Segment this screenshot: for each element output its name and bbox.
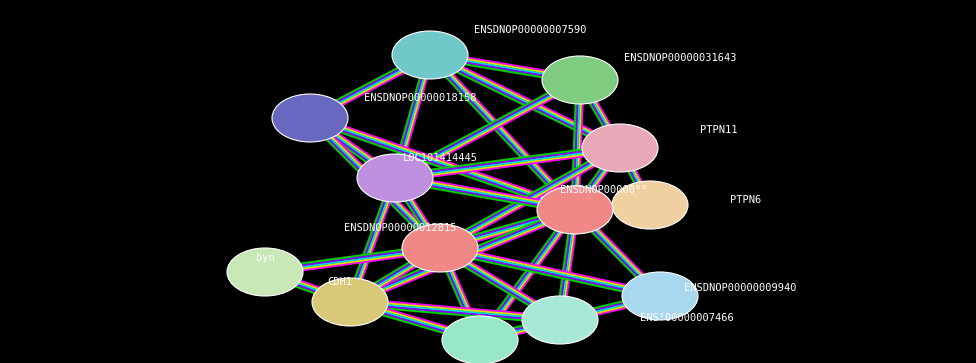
Text: ENSDNOP00000°°: ENSDNOP00000°° [560, 185, 647, 195]
Ellipse shape [357, 154, 433, 202]
Text: ENSDNOP00000031643: ENSDNOP00000031643 [624, 53, 736, 63]
Text: CDH1: CDH1 [328, 277, 352, 287]
Text: LOC101414445: LOC101414445 [402, 153, 477, 163]
Ellipse shape [227, 248, 303, 296]
Ellipse shape [312, 278, 388, 326]
Ellipse shape [392, 31, 468, 79]
Text: PTPN6: PTPN6 [730, 195, 761, 205]
Text: ENSDNOP00000009940: ENSDNOP00000009940 [684, 283, 796, 293]
Ellipse shape [537, 186, 613, 234]
Text: ENSDNOP00000018158: ENSDNOP00000018158 [364, 93, 476, 103]
Text: ENSDNOP00000007590: ENSDNOP00000007590 [473, 25, 587, 35]
Text: ENS°00000007466: ENS°00000007466 [640, 313, 734, 323]
Ellipse shape [542, 56, 618, 104]
Ellipse shape [622, 272, 698, 320]
Ellipse shape [612, 181, 688, 229]
Text: ENSDNOP00000012815: ENSDNOP00000012815 [344, 223, 456, 233]
Text: byn: byn [256, 253, 274, 263]
Ellipse shape [442, 316, 518, 363]
Ellipse shape [582, 124, 658, 172]
Ellipse shape [402, 224, 478, 272]
Ellipse shape [272, 94, 348, 142]
Text: PTPN11: PTPN11 [700, 125, 738, 135]
Ellipse shape [522, 296, 598, 344]
